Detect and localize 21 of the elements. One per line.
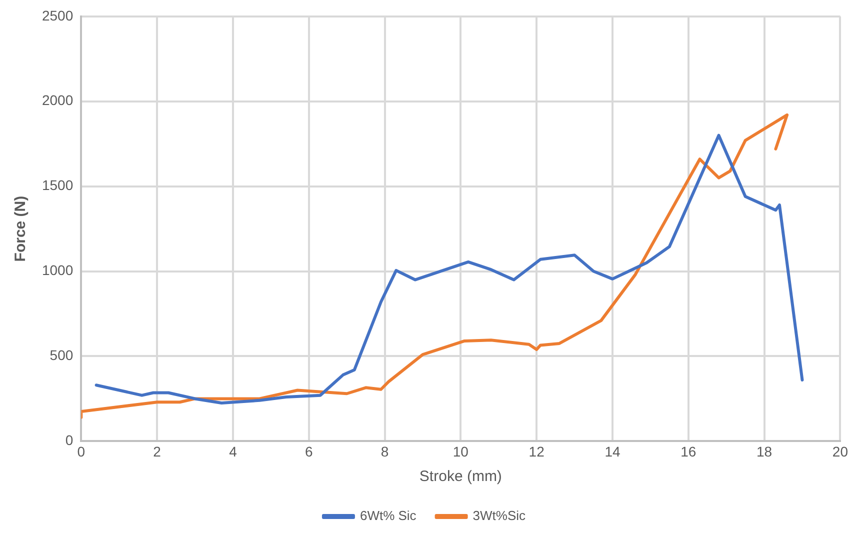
x-tick-label: 18 — [756, 443, 772, 460]
y-axis-title: Force (N) — [12, 196, 30, 262]
x-tick-label: 4 — [229, 443, 238, 460]
x-tick-label: 2 — [153, 443, 162, 460]
x-tick-label: 20 — [832, 443, 848, 460]
x-tick-label: 0 — [77, 443, 86, 460]
y-tick-label: 1500 — [42, 177, 74, 194]
x-tick-label: 10 — [452, 443, 469, 460]
x-tick-label: 12 — [528, 443, 545, 460]
legend-label: 3Wt%Sic — [472, 508, 526, 524]
x-axis-title: Stroke (mm) — [419, 468, 502, 486]
x-tick-label: 14 — [604, 443, 620, 460]
y-tick-label: 2000 — [42, 92, 74, 108]
y-tick-label: 2500 — [42, 7, 74, 24]
x-tick-label: 8 — [380, 443, 389, 460]
y-tick-label: 1000 — [42, 262, 74, 278]
y-tick-label: 0 — [65, 432, 74, 448]
legend-label: 6Wt% Sic — [360, 508, 417, 524]
y-tick-label: 500 — [50, 347, 74, 364]
x-tick-label: 16 — [680, 443, 696, 460]
x-tick-label: 6 — [304, 443, 313, 460]
